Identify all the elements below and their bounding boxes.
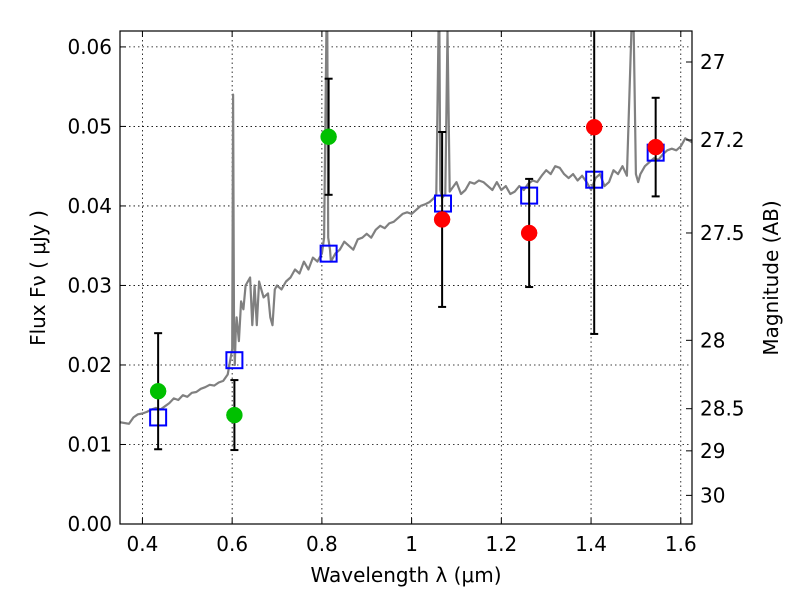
y2-tick-label: 27.2 xyxy=(700,128,745,152)
y-tick-label: 0.02 xyxy=(67,353,112,377)
model-spectrum-line xyxy=(120,31,692,425)
x-tick-label: 1.2 xyxy=(485,532,517,556)
x-tick-label: 1.6 xyxy=(665,532,697,556)
observed-flux-point xyxy=(647,138,664,156)
y2-tick-label: 29 xyxy=(700,439,725,463)
observed-flux-point xyxy=(149,382,167,400)
y-tick-label: 0.01 xyxy=(67,432,112,456)
y-tick-label: 0.05 xyxy=(67,114,112,138)
y2-tick-label: 28.5 xyxy=(700,397,745,421)
model-photometry-square xyxy=(319,244,338,263)
y-tick-label: 0.04 xyxy=(67,194,112,218)
y2-tick-label: 28 xyxy=(700,328,725,352)
x-axis-label: Wavelength λ (μm) xyxy=(310,563,501,587)
observed-flux-point xyxy=(226,406,243,424)
grid-lines xyxy=(120,31,692,524)
x-tick-label: 0.8 xyxy=(306,532,338,556)
plot-frame xyxy=(119,30,693,525)
y2-tick-label: 27 xyxy=(700,50,725,74)
y-axis-label: Flux Fν ( μJy ) xyxy=(26,210,50,346)
y2-tick-label: 27.5 xyxy=(700,221,745,245)
observed-flux-point xyxy=(320,128,337,146)
axis-ticks xyxy=(120,31,692,525)
x-tick-label: 1 xyxy=(405,532,418,556)
y-tick-label: 0.06 xyxy=(67,35,112,59)
observed-flux-point xyxy=(585,118,603,136)
observed-flux-point xyxy=(433,211,451,228)
y-tick-label: 0.00 xyxy=(67,512,112,536)
y-tick-label: 0.03 xyxy=(67,273,112,297)
x-tick-label: 1.4 xyxy=(575,532,607,556)
x-tick-label: 0.4 xyxy=(127,532,159,556)
plot-area xyxy=(120,31,692,452)
model-photometry-square xyxy=(225,351,244,370)
tick-labels: 0.4 0.6 0.8 1 1.2 1.4 1.6 0.00 0.01 0.02 0.03 0.04 0… xyxy=(67,35,744,556)
y2-tick-label: 30 xyxy=(700,483,725,507)
y2-axis-label: Magnitude (AB) xyxy=(759,200,783,355)
observed-flux-point xyxy=(520,224,538,242)
x-tick-label: 0.6 xyxy=(216,532,248,556)
plot-series-group xyxy=(120,31,692,452)
